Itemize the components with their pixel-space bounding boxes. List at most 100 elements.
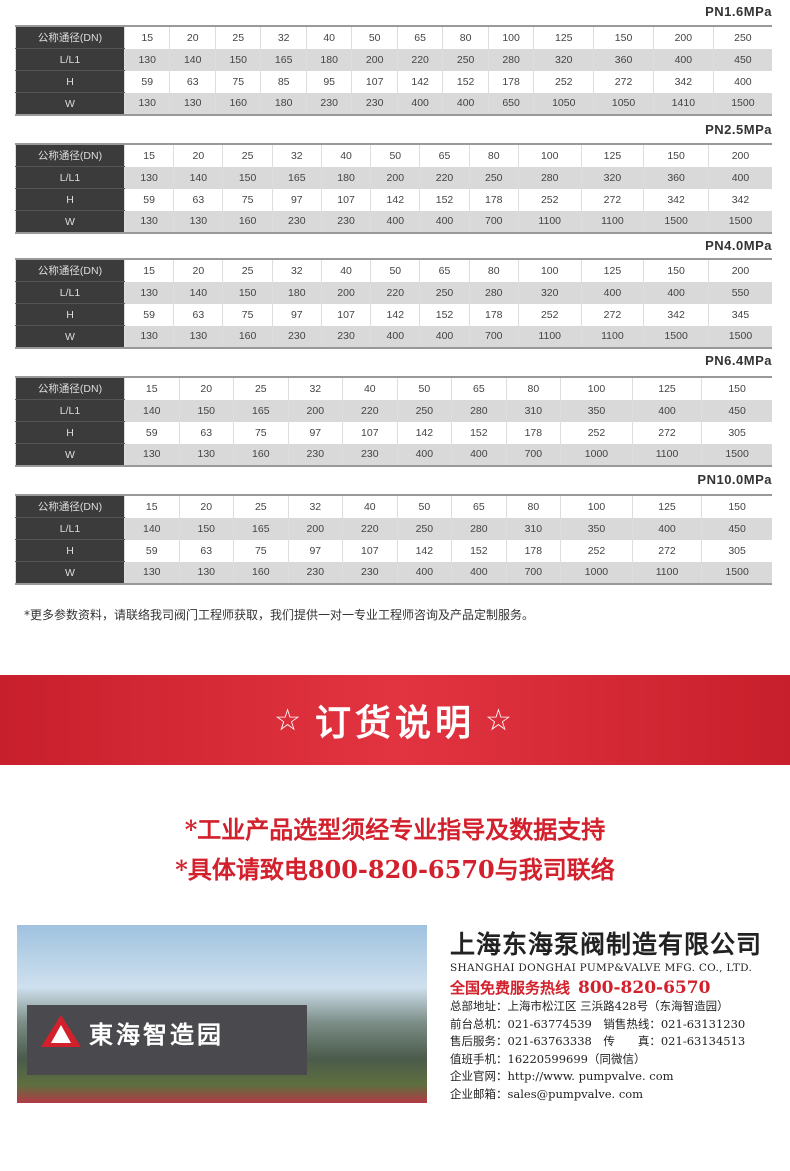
table-cell: 150 [643, 259, 709, 282]
hotline-label: 全国免费服务热线 [450, 979, 571, 997]
table-cell: 400 [419, 325, 470, 348]
table-cell: 350 [560, 517, 633, 540]
table-cell: 15 [124, 377, 180, 400]
table-cell: 450 [701, 517, 772, 540]
table-cell: 1100 [580, 325, 644, 348]
table-cell: 20 [178, 495, 234, 518]
table-cell: 80 [468, 259, 519, 282]
table-cell: 152 [451, 421, 507, 444]
table-cell: 65 [451, 495, 507, 518]
table-cell: 450 [701, 399, 772, 422]
spec-table: 公称通径(DN) 15 20 25 32 40 50 65 80 100 125 150 L/L1 140… [15, 494, 772, 585]
table-cell: 200 [287, 517, 343, 540]
table-cell: 15 [123, 259, 174, 282]
hotline-number[interactable]: 800-820-6570 [578, 978, 711, 998]
table-row: L/L1 130 140 150 180 200 220 250 280 320 400 400 550 [15, 281, 772, 304]
row-header: 公称通径(DN) [15, 144, 125, 167]
table-row: H 59 63 75 97 107 142 152 178 252 272 305 [15, 539, 772, 562]
row-header: H [15, 303, 125, 326]
table-cell: 180 [260, 92, 307, 115]
table-cell: 160 [214, 92, 261, 115]
table-cell: 400 [712, 70, 772, 93]
table-cell: 252 [517, 303, 582, 326]
row-header: 公称通径(DN) [15, 26, 125, 49]
table-cell: 160 [222, 325, 273, 348]
table-cell: 272 [593, 70, 654, 93]
pressure-title: PN2.5MPa [705, 122, 772, 137]
table-cell: 1500 [707, 325, 772, 348]
table-cell: 40 [305, 26, 352, 49]
table-cell: 200 [320, 281, 371, 304]
table-cell: 165 [233, 517, 289, 540]
table-cell: 100 [560, 495, 633, 518]
table-cell: 140 [173, 281, 223, 304]
phones-2: 售后服务：021-63763338 传 真：021-63134513 [450, 1034, 746, 1048]
table-cell: 130 [123, 325, 174, 348]
table-cell: 360 [593, 48, 654, 71]
table-cell: 32 [287, 495, 343, 518]
table-cell: 150 [701, 377, 772, 400]
table-cell: 80 [505, 495, 561, 518]
table-cell: 107 [342, 539, 398, 562]
table-cell: 107 [342, 421, 398, 444]
table-cell: 400 [580, 281, 644, 304]
table-cell: 350 [560, 399, 633, 422]
table-cell: 1050 [593, 92, 654, 115]
table-cell: 140 [124, 517, 180, 540]
table-cell: 25 [222, 144, 273, 167]
website[interactable]: 企业官网：http://www. pumpvalve. com [450, 1069, 674, 1083]
table-cell: 150 [701, 495, 772, 518]
table-cell: 80 [468, 144, 519, 167]
table-cell: 1000 [560, 561, 633, 584]
table-cell: 130 [178, 443, 234, 466]
pressure-title: PN4.0MPa [705, 238, 772, 253]
table-cell: 150 [222, 281, 273, 304]
table-row: H 59 63 75 97 107 142 152 178 252 272 305 [15, 421, 772, 444]
table-cell: 125 [580, 259, 644, 282]
table-cell: 1500 [701, 443, 772, 466]
table-cell: 550 [707, 281, 772, 304]
table-cell: 160 [233, 443, 289, 466]
table-cell: 200 [652, 26, 714, 49]
row-header: W [15, 92, 125, 116]
row-header: L/L1 [15, 517, 125, 540]
table-cell: 130 [123, 166, 174, 189]
table-cell: 400 [707, 166, 772, 189]
table-cell: 200 [370, 166, 420, 189]
table-cell: 305 [701, 539, 772, 562]
table-cell: 50 [396, 495, 452, 518]
table-cell: 1500 [707, 210, 772, 233]
row-header: L/L1 [15, 399, 125, 422]
table-cell: 1410 [652, 92, 714, 115]
table-cell: 400 [451, 443, 507, 466]
table-cell: 700 [468, 325, 519, 348]
table-row: 公称通径(DN) 15 20 25 32 40 50 65 80 100 125 150 [15, 377, 772, 400]
table-cell: 75 [222, 303, 273, 326]
table-cell: 100 [560, 377, 633, 400]
table-cell: 40 [342, 377, 398, 400]
table-cell: 140 [169, 48, 216, 71]
table-cell: 1500 [643, 325, 709, 348]
table-cell: 252 [517, 188, 582, 211]
table-cell: 345 [707, 303, 772, 326]
table-cell: 75 [214, 70, 261, 93]
table-cell: 310 [505, 399, 561, 422]
table-cell: 360 [643, 166, 709, 189]
table-cell: 40 [320, 259, 371, 282]
table-cell: 280 [451, 399, 507, 422]
factory-photo: 東海智造园 [17, 925, 427, 1103]
table-cell: 97 [287, 421, 343, 444]
table-cell: 150 [643, 144, 709, 167]
footnote: *更多参数资料，请联络我司阀门工程师获取，我们提供一对一专业工程师咨询及产品定制… [24, 608, 535, 622]
table-cell: 130 [178, 561, 234, 584]
table-cell: 280 [517, 166, 582, 189]
table-cell: 107 [320, 188, 371, 211]
table-cell: 65 [396, 26, 443, 49]
table-cell: 342 [643, 303, 709, 326]
table-cell: 200 [707, 259, 772, 282]
table-cell: 65 [419, 144, 470, 167]
table-cell: 165 [260, 48, 307, 71]
email[interactable]: 企业邮箱：sales@pumpvalve. com [450, 1086, 644, 1101]
table-row: W 130 130 160 230 230 400 400 700 1000 1100 1500 [15, 443, 772, 467]
table-row: W 130 130 160 180 230 230 400 400 650 1050 1050 1410… [15, 92, 772, 116]
